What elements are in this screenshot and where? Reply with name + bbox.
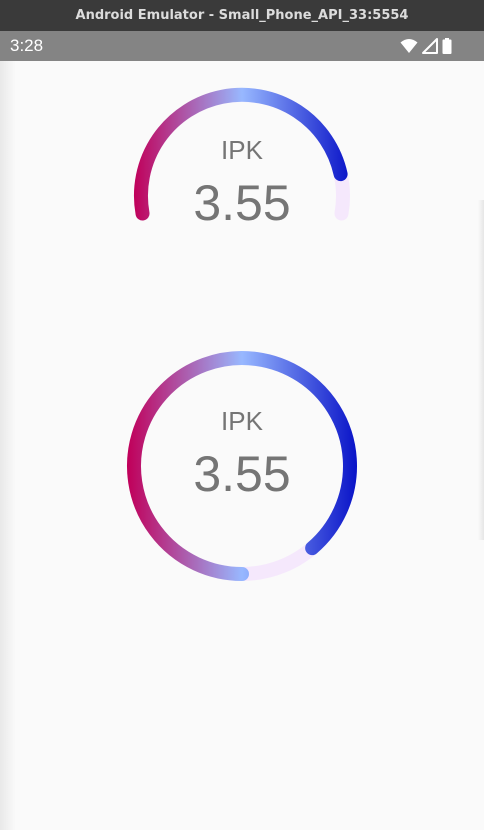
gauge-progress-arc <box>133 87 348 221</box>
gauge-label: IPK <box>221 135 263 165</box>
wifi-icon <box>400 39 418 53</box>
gauge-progress-arc <box>127 351 357 581</box>
gauge-circle-svg <box>127 351 357 582</box>
emulator-window-title: Android Emulator - Small_Phone_API_33:55… <box>0 0 484 31</box>
android-status-bar: 3:28 <box>0 31 484 61</box>
status-time: 3:28 <box>10 36 44 55</box>
gauge-value: 3.55 <box>193 446 291 502</box>
gauge-value: 3.55 <box>193 175 291 231</box>
battery-icon <box>442 38 452 54</box>
gpa-gauge-circle: IPK 3.55 <box>112 336 372 596</box>
edge-shadow <box>0 61 16 830</box>
cellular-signal-icon <box>422 38 438 54</box>
window-title-text: Android Emulator - Small_Phone_API_33:55… <box>75 8 409 23</box>
gpa-gauge-arc: IPK 3.55 <box>112 65 372 325</box>
gauge-label: IPK <box>221 406 263 436</box>
status-icons <box>396 38 452 54</box>
gauge-arc-svg <box>133 87 350 221</box>
edge-shadow-right <box>478 200 484 540</box>
app-content <box>0 61 484 830</box>
